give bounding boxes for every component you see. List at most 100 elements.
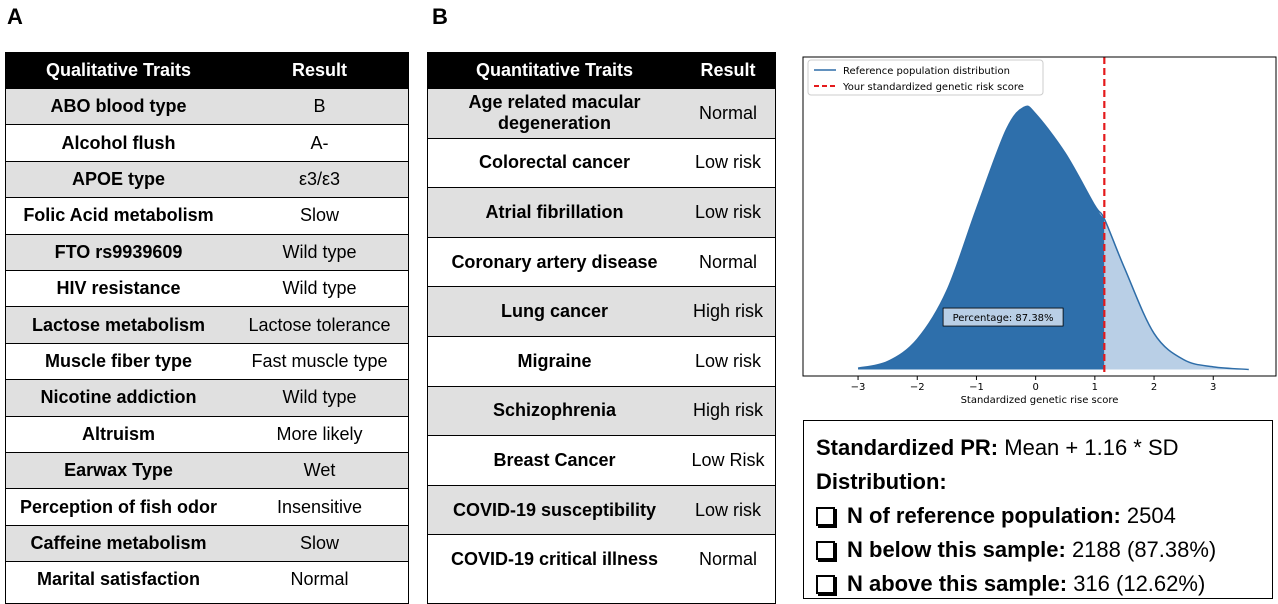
summary-line: Distribution:: [816, 465, 1260, 499]
table-cell: High risk: [692, 301, 763, 322]
table-cell: Lactose metabolism: [31, 314, 206, 335]
table-cell: Perception of fish odor: [19, 496, 217, 517]
checkbox: [816, 540, 835, 560]
table-row: Schizophrenia High risk: [428, 385, 775, 436]
table-cell: Colorectal cancer: [478, 152, 631, 173]
table-row: APOE type ε3/ε3: [6, 160, 408, 198]
x-axis-label: Standardized genetic rise score: [961, 395, 1119, 406]
density-line: [857, 105, 1249, 371]
table-row: Qualitative Traits Result: [6, 53, 408, 88]
table-cell: ABO blood type: [50, 96, 187, 117]
summary-line: Standardized PR: Mean + 1.16 * SD: [816, 431, 1260, 465]
table-row: Lung cancer High risk: [428, 286, 775, 336]
panel-label: A: [7, 4, 23, 29]
table: Quantitative Traits Result Age related mac…: [427, 52, 776, 604]
table-cell: Low risk: [694, 499, 761, 520]
table-cell: Fast muscle type: [251, 350, 388, 371]
checkbox: [816, 506, 835, 526]
table-row: Nicotine addiction Wild type: [6, 379, 408, 416]
table-row: COVID-19 critical illness Normal: [428, 534, 775, 584]
legend-label: Reference population distribution: [843, 66, 1010, 77]
table-row: Earwax Type Wet: [6, 452, 408, 489]
table-cell: HIV resistance: [56, 278, 181, 299]
density-area: [858, 106, 1105, 370]
table-cell: Result: [700, 60, 756, 80]
legend-box: [807, 59, 1044, 96]
table-cell: Lactose tolerance: [248, 314, 391, 335]
table-cell: Wild type: [282, 387, 357, 408]
table-cell: Altruism: [81, 423, 155, 444]
summary-label: Standardized PR:: [816, 435, 999, 460]
x-tick-label: −2: [910, 382, 925, 393]
table-cell: Schizophrenia: [492, 400, 617, 421]
table-cell: More likely: [276, 423, 363, 444]
table-row: Muscle fiber type Fast muscle type: [6, 342, 408, 379]
legend-label: Your standardized genetic risk score: [842, 82, 1024, 93]
checkbox: [816, 574, 835, 594]
x-tick-label: −3: [851, 382, 866, 393]
table-cell: APOE type: [71, 168, 166, 189]
table-row: Perception of fish odor Insensitive: [6, 488, 408, 524]
table-cell: Quantitative Traits: [475, 60, 634, 80]
table-cell: Normal: [698, 102, 757, 123]
summary-label: N above this sample:: [847, 571, 1068, 596]
table-cell: Muscle fiber type: [44, 350, 193, 371]
summary-line: N below this sample: 2188 (87.38%): [816, 533, 1260, 567]
table-cell: Nicotine addiction: [40, 387, 197, 408]
table-cell: Age related macular degeneration: [468, 92, 641, 134]
table-cell: Wet: [303, 460, 336, 481]
table-cell: FTO rs9939609: [54, 241, 183, 262]
table-cell: Migraine: [517, 350, 592, 371]
summary-box: Standardized PR: Mean + 1.16 * SD Distrib…: [803, 420, 1273, 599]
panel-label: B: [432, 4, 448, 29]
table-cell: Slow: [299, 205, 339, 226]
table-cell: Lung cancer: [500, 301, 609, 322]
table-cell: Qualitative Traits: [45, 60, 192, 80]
table-row: Colorectal cancer Low risk: [428, 137, 775, 188]
table-row: HIV resistance Wild type: [6, 270, 408, 306]
table-row: COVID-19 susceptibility Low risk: [428, 484, 775, 535]
density-area: [1104, 218, 1249, 370]
summary-text: 316 (12.62%): [1067, 571, 1206, 596]
table-row: Migraine Low risk: [428, 336, 775, 386]
table-row: FTO rs9939609 Wild type: [6, 233, 408, 270]
table-row: ABO blood type B: [6, 88, 408, 125]
table-cell: Marital satisfaction: [36, 569, 201, 590]
table-cell: Breast Cancer: [493, 449, 616, 470]
x-tick-label: 0: [1032, 382, 1038, 393]
table-cell: Wild type: [282, 278, 357, 299]
summary-label: N of reference population:: [847, 503, 1121, 528]
summary-label: Distribution:: [816, 469, 947, 494]
table-row: Coronary artery disease Normal: [428, 236, 775, 287]
annotation: Percentage: 87.38%: [953, 313, 1054, 324]
table-cell: Earwax Type: [64, 460, 173, 481]
table-cell: Low risk: [694, 350, 761, 371]
table-cell: COVID-19 critical illness: [450, 549, 659, 570]
table-cell: Folic Acid metabolism: [23, 205, 214, 226]
table-cell: ε3/ε3: [298, 168, 341, 189]
table-cell: Atrial fibrillation: [485, 201, 624, 222]
table-row: Caffeine metabolism Slow: [6, 524, 408, 562]
x-tick-label: 3: [1210, 382, 1216, 393]
table-cell: Coronary artery disease: [451, 251, 658, 272]
x-tick-label: −1: [969, 382, 984, 393]
summary-text: 2504: [1120, 503, 1176, 528]
table-cell: Alcohol flush: [61, 132, 176, 153]
table-cell: Caffeine metabolism: [30, 532, 207, 553]
table-cell: Insensitive: [276, 496, 363, 517]
table-row: Altruism More likely: [6, 415, 408, 452]
table-row: Atrial fibrillation Low risk: [428, 187, 775, 237]
table-cell: Normal: [698, 251, 757, 272]
table-row: Alcohol flush A-: [6, 124, 408, 160]
summary-label: N below this sample:: [847, 537, 1066, 562]
x-tick-label: 1: [1092, 382, 1098, 393]
table-cell: Low risk: [694, 152, 761, 173]
table-cell: B: [313, 96, 326, 117]
axes-frame: [802, 56, 1277, 377]
summary-text: 2188 (87.38%): [1065, 537, 1217, 562]
table-cell: Normal: [290, 569, 349, 590]
table: Qualitative Traits Result ABO blood type B A…: [5, 52, 409, 604]
table-cell: Normal: [698, 549, 757, 570]
summary-text: Mean + 1.16 * SD: [998, 435, 1179, 460]
table-row: Folic Acid metabolism Slow: [6, 197, 408, 233]
